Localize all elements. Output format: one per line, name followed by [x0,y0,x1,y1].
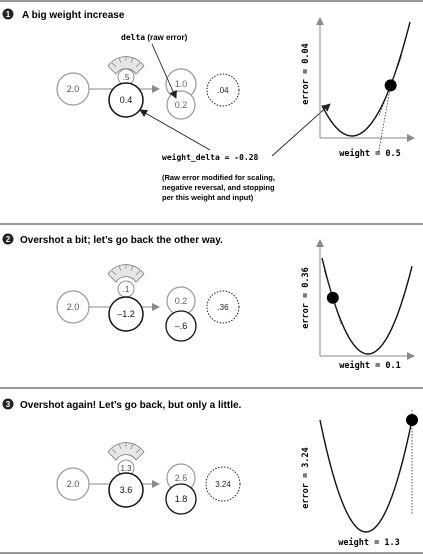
error-value: .36 [217,303,229,312]
x-axis-label: weight = 0.1 [339,360,400,371]
goal-value: 2.6 [175,473,188,483]
y-axis-label: error = 0.04 [301,43,311,104]
weight-node [108,296,144,332]
x-axis-label: weight = 0.5 [339,148,400,159]
gauge-ticks [111,56,141,68]
step-number-badge [2,8,14,20]
delta-label: delta (raw error) [121,33,188,42]
input-value: 2.0 [67,302,80,312]
panel-title: A big weight increase [22,10,125,21]
note-line-1: (Raw error modified for scaling, [162,173,275,182]
y-axis-label: error = 0.36 [301,267,311,328]
weight-gauge-icon [107,264,145,283]
weight-node [108,82,144,118]
y-axis-label: error = 3.24 [301,447,311,508]
error-curve-chart: error = 0.04 weight = 0.5 [301,17,415,159]
panel-3: 3 Overshot again! Let’s go back, but onl… [0,387,423,548]
prediction-value: 1.8 [175,494,188,504]
weight-value: 0.4 [120,95,133,105]
prediction-value: 0.2 [175,100,188,110]
weight-node [108,472,144,508]
weight-delta-to-chart-arrow [271,103,331,157]
error-value: 3.24 [215,480,231,489]
weight-delta-arrow [139,109,211,151]
prediction-value: –.6 [175,321,188,331]
note-line-2: negative reversal, and stopping [162,183,275,192]
error-curve-chart: error = 0.36 weight = 0.1 [301,239,415,371]
gauge-ticks [111,442,141,454]
gauge-ticks [111,264,141,276]
goal-value: 1.0 [175,79,188,89]
error-curve-chart: error = 3.24 weight = 1.3 [301,410,418,548]
panel-2: 2 Overshot a bit; let’s go back the othe… [0,223,423,371]
error-node [206,290,240,324]
step-number-badge [2,398,14,410]
step-number-badge [2,233,14,245]
x-axis-label: weight = 1.3 [338,537,399,548]
panel-title: Overshot a bit; let’s go back the other … [20,235,223,246]
error-value: .04 [217,86,229,95]
error-node [206,73,240,107]
weight-small-value: .1 [123,285,130,294]
panel-1: 1 A big weight increase 2.0 .5 0.4 1.0 0… [0,0,423,202]
weight-value: 3.6 [120,485,133,495]
step-number: 1 [6,10,11,19]
weight-small-value: .5 [123,73,130,82]
step-number: 2 [6,235,11,244]
step-number: 3 [6,400,11,409]
current-weight-ball [406,414,418,426]
goal-value: 0.2 [175,296,188,306]
weight-value: –1.2 [117,309,135,319]
error-curve [321,257,413,355]
panel-title: Overshot again! Let’s go back, but only … [20,400,242,411]
weight-drop-line [378,85,392,153]
input-value: 2.0 [67,84,80,94]
prediction-node [165,483,197,515]
current-weight-ball [326,291,339,304]
error-node [205,466,241,502]
prediction-node [165,310,197,342]
weight-small-value: 1.3 [120,464,132,473]
error-curve [321,21,411,137]
delta-arrow [151,43,177,99]
weight-gauge-icon [107,442,145,461]
error-curve [319,419,413,533]
input-value: 2.0 [67,479,80,489]
weight-gauge-icon [107,56,145,75]
weight-delta-label: weight_delta = -0.28 [162,152,259,162]
note-line-3: per this weight and input) [162,193,254,202]
